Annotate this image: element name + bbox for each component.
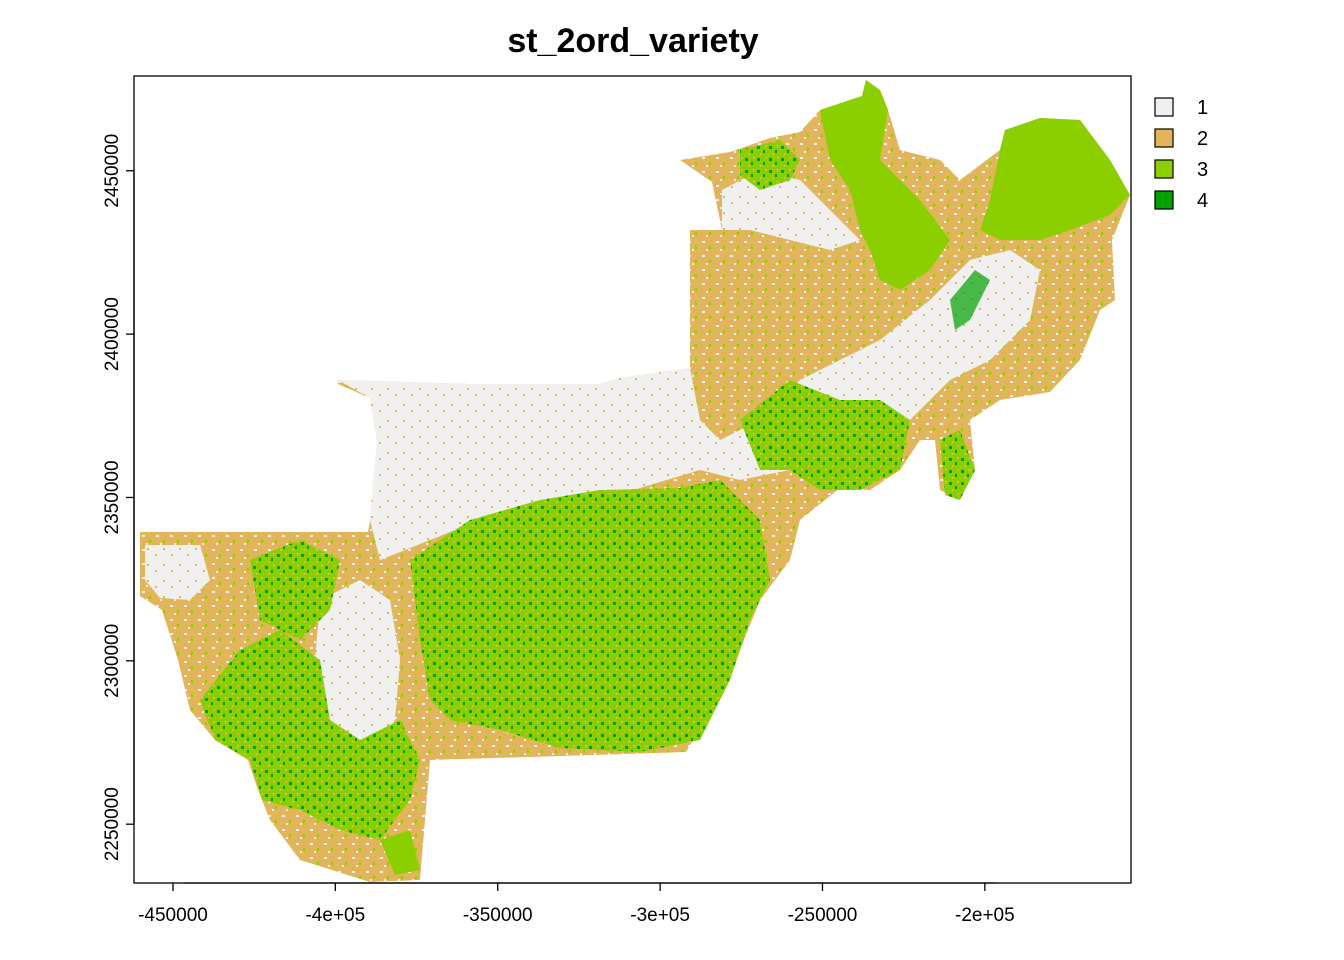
raster-map	[140, 80, 1130, 882]
y-tick-label: 2450000	[102, 134, 123, 208]
y-tick-label: 2250000	[102, 787, 123, 861]
y-tick-label: 2300000	[102, 624, 123, 698]
x-tick-label: -3e+05	[630, 905, 690, 926]
raster-class3-west	[250, 540, 340, 640]
legend-swatch	[1154, 128, 1174, 148]
raster-class1-southwest	[315, 580, 400, 770]
raster-class3-south	[410, 480, 770, 752]
raster-class3-northwest	[740, 140, 800, 190]
x-tick-label: -450000	[138, 905, 208, 926]
legend-swatch	[1154, 97, 1174, 117]
x-tick-label: -2e+05	[955, 905, 1015, 926]
raster-class3-southwest	[200, 630, 420, 840]
legend-swatch	[1154, 190, 1174, 210]
x-tick-label: -350000	[463, 905, 533, 926]
legend-label: 3	[1197, 159, 1208, 181]
legend-label: 2	[1197, 128, 1208, 150]
y-tick-label: 2400000	[102, 297, 123, 371]
raster-class3-east	[740, 380, 910, 490]
raster-class1-west	[145, 545, 210, 600]
raster-class3-southtip	[380, 830, 420, 875]
y-tick-label: 2350000	[102, 460, 123, 534]
plot-title: st_2ord_variety	[507, 22, 759, 60]
x-tick-label: -250000	[788, 905, 858, 926]
raster-class3-northeast	[980, 118, 1130, 240]
legend-label: 1	[1197, 97, 1208, 119]
raster-class1-center	[338, 250, 1040, 560]
raster-class3-north	[820, 80, 950, 290]
raster-class3-spur	[940, 430, 975, 500]
raster-class4-ridge	[950, 270, 990, 330]
x-tick-label: -4e+05	[305, 905, 365, 926]
legend: 1 2 3 4	[1154, 97, 1208, 212]
legend-label: 4	[1197, 190, 1208, 212]
legend-swatch	[1154, 159, 1174, 179]
raster-class1-north	[722, 170, 860, 250]
